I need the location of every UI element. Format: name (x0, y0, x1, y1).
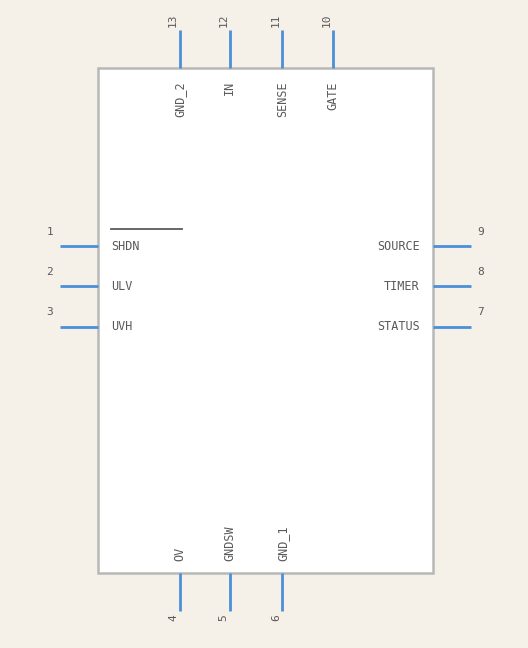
Text: 5: 5 (219, 614, 228, 621)
Text: 12: 12 (219, 14, 228, 27)
Text: 7: 7 (477, 307, 484, 318)
Text: STATUS: STATUS (377, 320, 420, 333)
Text: GNDSW: GNDSW (223, 525, 236, 561)
Text: 13: 13 (168, 14, 178, 27)
Text: SHDN: SHDN (111, 240, 139, 253)
Bar (98, 68, 433, 573)
Text: GATE: GATE (326, 81, 339, 110)
Text: OV: OV (173, 546, 186, 561)
Text: 11: 11 (271, 14, 281, 27)
Text: 6: 6 (271, 614, 281, 621)
Text: SOURCE: SOURCE (377, 240, 420, 253)
Text: ULV: ULV (111, 280, 132, 293)
Text: 8: 8 (477, 267, 484, 277)
Text: GND_1: GND_1 (276, 525, 289, 561)
Text: 1: 1 (46, 227, 53, 237)
Text: 2: 2 (46, 267, 53, 277)
Text: 10: 10 (322, 14, 331, 27)
Text: SENSE: SENSE (276, 81, 289, 117)
Text: GND_2: GND_2 (173, 81, 186, 117)
Text: UVH: UVH (111, 320, 132, 333)
Text: 3: 3 (46, 307, 53, 318)
Text: IN: IN (223, 81, 236, 95)
Text: 4: 4 (168, 614, 178, 621)
Text: TIMER: TIMER (384, 280, 420, 293)
Text: 9: 9 (477, 227, 484, 237)
